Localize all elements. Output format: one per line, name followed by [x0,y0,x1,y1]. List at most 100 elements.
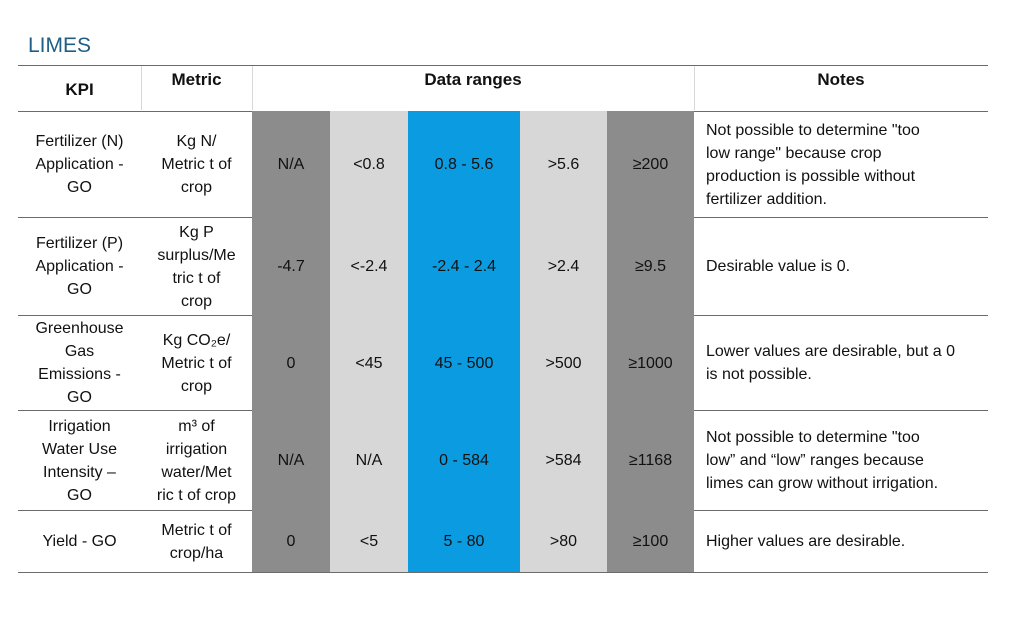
range-low-cell-line: <0.8 [353,156,385,173]
range-low-cell-text: <-2.4 [351,255,388,278]
metric-cell-line: crop [180,377,213,395]
range-very-low-cell-text: N/A [278,153,305,176]
range-very-low-cell: 0 [252,315,330,411]
kpi-cell-line: Intensity – [43,463,116,481]
range-high-cell-text: >5.6 [548,153,580,176]
metric-cell-text: m³ of irrigation water/Met ric t of crop [157,415,236,507]
kpi-cell-line: Emissions - [38,366,121,383]
range-very-high-cell-line: ≥9.5 [634,258,667,275]
notes-cell-line: fertilizer addition. [706,190,827,208]
range-very-high-cell-text: ≥100 [633,530,668,553]
range-very-high-cell-text: ≥200 [633,153,668,176]
notes-cell: Lower values are desirable, but a 0 is no… [694,316,988,410]
range-desirable-cell-text: -2.4 - 2.4 [432,255,496,278]
range-high-cell-text: >500 [545,352,581,375]
notes-cell: Higher values are desirable. [694,511,988,572]
range-very-high-cell: ≥100 [607,510,694,573]
metric-cell-line: ric t of crop [156,486,237,504]
kpi-cell-text: Greenhouse Gas Emissions - GO [35,317,123,409]
metric-cell: Kg CO₂e/Metric t of crop [141,316,252,410]
range-high-cell-text: >2.4 [548,255,580,278]
range-very-low-cell: 0 [252,510,330,573]
range-desirable-cell-line: 0 - 584 [439,452,489,469]
notes-cell-text: Higher values are desirable. [706,530,905,553]
kpi-cell-line: Fertilizer (P) [35,235,124,252]
metric-cell-line: Metric t of [161,156,232,173]
range-very-high-cell-line: ≥100 [632,533,669,550]
notes-cell-line: Not possible to determine "too [706,429,920,446]
metric-cell-line: m³ of [178,417,215,435]
metric-cell-line: water/Met [161,463,232,481]
range-very-high-cell-text: ≥1168 [629,449,672,472]
range-low-cell-text: <45 [355,352,382,375]
kpi-cell-line: Application - [35,258,124,275]
range-desirable-cell: 0 - 584 [408,410,520,511]
notes-cell-line: Lower values are desirable, but a 0 [706,343,956,360]
metric-cell-line: irrigation [165,440,228,458]
range-desirable-cell: -2.4 - 2.4 [408,217,520,316]
kpi-cell-line: GO [67,179,92,196]
range-desirable-cell-line: 0.8 - 5.6 [434,156,494,173]
range-very-high-cell-text: ≥1000 [628,352,672,375]
notes-cell-line: Not possible to determine "too [706,121,920,139]
header-kpi: KPI [65,80,94,99]
range-high-cell: >584 [520,410,607,511]
metric-cell-line: surplus/Me [157,246,236,264]
range-very-low-cell-text: -4.7 [277,255,305,278]
range-desirable-cell-text: 45 - 500 [435,352,494,375]
kpi-cell-line: GO [67,389,92,406]
range-desirable-cell: 45 - 500 [408,315,520,411]
range-very-high-cell: ≥1168 [607,410,694,511]
range-very-high-cell-line: ≥1168 [628,452,673,469]
kpi-cell: Greenhouse Gas Emissions - GO [18,316,141,410]
range-low-cell: <0.8 [330,111,408,218]
range-very-high-cell: ≥9.5 [607,217,694,316]
kpi-cell-line: Fertilizer (N) [35,133,124,150]
range-very-high-cell: ≥200 [607,111,694,218]
kpi-cell-line: Water Use [42,440,117,458]
row-divider [18,572,988,573]
range-very-high-cell-text: ≥9.5 [635,255,666,278]
metric-cell-line: Metric t of [161,521,232,539]
metric-cell-text: Kg N/Metric t of crop [161,130,231,199]
range-very-low-cell: -4.7 [252,217,330,316]
kpi-cell-text: Irrigation Water Use Intensity – GO [42,415,117,507]
metric-cell-line: Kg CO₂e/ [162,331,231,349]
kpi-cell-line: Yield - GO [42,533,117,550]
range-high-cell-line: >80 [549,533,578,550]
range-very-low-cell-line: -4.7 [277,258,305,275]
range-high-cell: >5.6 [520,111,607,218]
metric-cell-text: Metric t of crop/ha [161,519,231,565]
notes-cell-line: limes can grow without irrigation. [706,475,939,492]
kpi-cell-text: Fertilizer (N) Application - GO [35,130,123,199]
notes-cell-text: Not possible to determine "too low” and “… [706,426,938,495]
metric-cell: Kg P surplus/Me tric t of crop [141,218,252,315]
range-desirable-cell-text: 0.8 - 5.6 [435,153,494,176]
range-high-cell-line: >2.4 [547,258,580,275]
range-desirable-cell-line: -2.4 - 2.4 [431,258,497,275]
range-very-high-cell-line: ≥200 [632,156,669,173]
metric-cell: Kg N/Metric t of crop [141,112,252,217]
header-divider [694,66,695,110]
range-very-low-cell-line: N/A [277,156,305,173]
range-low-cell-line: <45 [355,354,383,372]
range-very-low-cell-line: 0 [286,354,296,372]
range-low-cell-line: <5 [359,533,379,550]
kpi-cell-line: GO [67,281,92,298]
notes-cell-line: low” and “low” ranges because [706,452,924,469]
notes-cell-text: Lower values are desirable, but a 0 is no… [706,340,955,386]
header-divider [141,66,142,110]
range-desirable-cell-text: 5 - 80 [444,530,485,553]
header-notes: Notes [817,70,865,89]
kpi-cell-line: Irrigation [48,417,111,435]
kpi-cell-line: Application - [35,156,124,173]
range-high-cell-line: >5.6 [547,156,580,173]
metric-cell-line: Metric t of [161,354,232,372]
range-low-cell: <45 [330,315,408,411]
notes-cell: Not possible to determine "too low range"… [694,112,988,217]
metric-cell-line: Kg N/ [176,133,217,150]
metric-cell-text: Kg CO₂e/Metric t of crop [161,329,231,398]
range-low-cell: <5 [330,510,408,573]
header-data-ranges: Data ranges [424,70,522,89]
notes-cell: Desirable value is 0. [694,218,988,315]
